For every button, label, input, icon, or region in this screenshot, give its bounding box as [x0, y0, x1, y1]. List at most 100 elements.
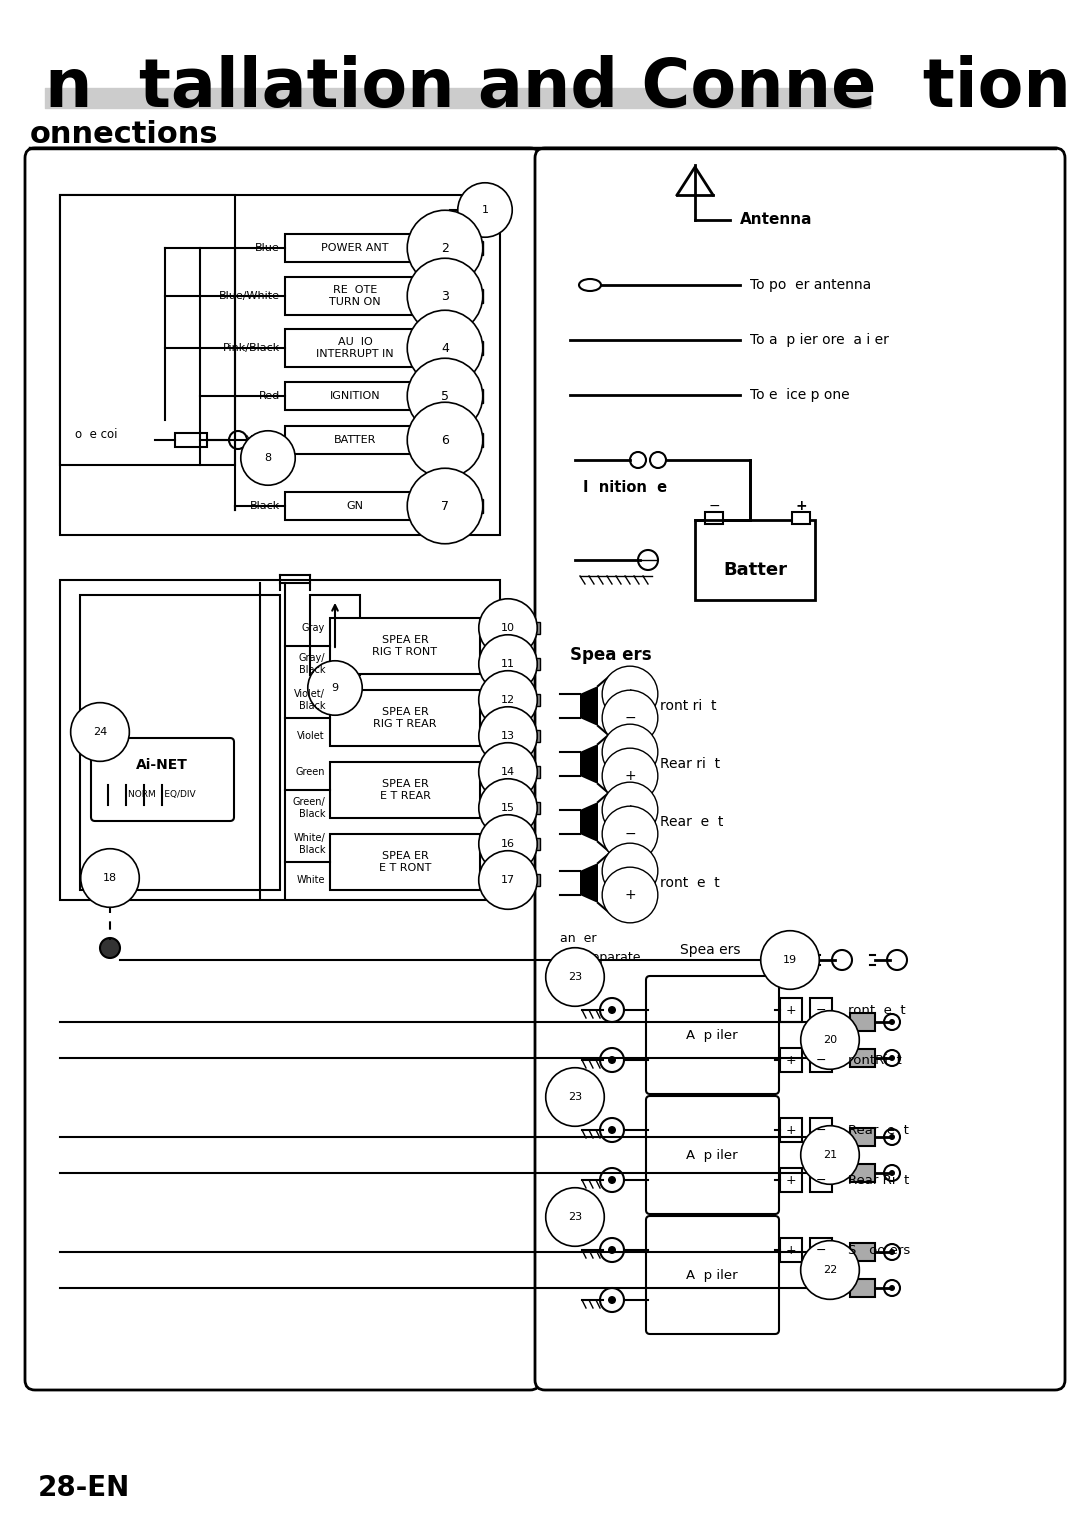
Bar — [461, 340, 483, 356]
Bar — [60, 580, 500, 900]
Bar — [850, 1279, 875, 1297]
Bar — [522, 694, 540, 707]
Circle shape — [608, 1177, 616, 1184]
Text: S   oo ers: S oo ers — [848, 1244, 910, 1256]
Text: +: + — [785, 1053, 796, 1067]
Text: 23: 23 — [568, 972, 582, 983]
Text: −: − — [815, 1244, 826, 1256]
Polygon shape — [580, 745, 598, 784]
Text: −: − — [624, 711, 636, 725]
Text: 14: 14 — [501, 768, 515, 777]
Bar — [461, 288, 483, 304]
Text: Rear ri  t: Rear ri t — [660, 757, 720, 771]
Text: −: − — [815, 1053, 826, 1067]
Text: Black: Black — [249, 501, 280, 511]
Text: ront  e  t: ront e t — [660, 876, 719, 890]
Bar — [850, 1013, 875, 1032]
Ellipse shape — [579, 279, 600, 291]
Bar — [80, 595, 280, 890]
Polygon shape — [580, 803, 598, 842]
Text: +: + — [482, 621, 494, 635]
FancyBboxPatch shape — [646, 1096, 779, 1215]
Bar — [522, 623, 540, 633]
Text: To e  ice p one: To e ice p one — [750, 388, 850, 401]
Text: White/
Black: White/ Black — [294, 833, 325, 855]
Text: POWER ANT: POWER ANT — [321, 243, 389, 253]
Circle shape — [608, 1247, 616, 1254]
FancyBboxPatch shape — [25, 148, 540, 1390]
Circle shape — [889, 1134, 895, 1140]
Text: Rear  e  t: Rear e t — [660, 815, 724, 829]
Text: Spea ers: Spea ers — [570, 645, 651, 664]
Text: 19: 19 — [783, 955, 797, 964]
Text: onnections: onnections — [30, 121, 218, 150]
Text: +: + — [785, 1244, 796, 1256]
Text: Antenna: Antenna — [740, 212, 812, 227]
Bar — [705, 513, 723, 523]
Text: SPEA ER
RIG T RONT: SPEA ER RIG T RONT — [373, 635, 437, 656]
Text: −: − — [624, 827, 636, 841]
Text: So  Separate: So Separate — [561, 952, 640, 964]
Text: 9: 9 — [332, 684, 338, 693]
FancyBboxPatch shape — [535, 148, 1065, 1390]
Circle shape — [889, 1248, 895, 1254]
Bar — [780, 1119, 802, 1141]
Text: 23: 23 — [568, 1093, 582, 1102]
Bar — [461, 241, 483, 255]
Bar — [850, 1244, 875, 1260]
Bar — [461, 433, 483, 447]
Text: +: + — [624, 888, 636, 902]
Text: 22: 22 — [823, 1265, 837, 1276]
Text: BATTER: BATTER — [334, 435, 376, 446]
Text: +: + — [795, 499, 807, 513]
Text: −: − — [624, 864, 636, 877]
FancyBboxPatch shape — [646, 977, 779, 1094]
Text: 3: 3 — [441, 290, 449, 302]
Text: 12: 12 — [501, 694, 515, 705]
Text: Blue/White: Blue/White — [219, 291, 280, 301]
Text: 21: 21 — [823, 1151, 837, 1160]
Circle shape — [889, 1170, 895, 1177]
Circle shape — [100, 938, 120, 958]
Bar — [60, 195, 500, 536]
Bar — [810, 1119, 832, 1141]
Bar — [522, 803, 540, 813]
Text: Yellow: Yellow — [246, 435, 280, 446]
Text: A  p iler: A p iler — [686, 1029, 738, 1042]
Text: −: − — [708, 499, 719, 513]
Bar — [330, 835, 480, 890]
Bar — [522, 838, 540, 850]
Text: −: − — [482, 658, 494, 671]
Bar — [310, 595, 360, 674]
Text: SPEA ER
E T RONT: SPEA ER E T RONT — [379, 852, 431, 873]
Bar — [285, 278, 426, 314]
Circle shape — [889, 1285, 895, 1291]
Bar — [810, 1048, 832, 1071]
Text: A  p iler: A p iler — [686, 1268, 738, 1282]
Text: Rear  e  t: Rear e t — [848, 1123, 909, 1137]
Text: Batter: Batter — [723, 562, 787, 578]
Circle shape — [889, 1054, 895, 1061]
Text: 8: 8 — [265, 453, 271, 462]
Text: Spea ers: Spea ers — [680, 943, 741, 957]
Text: Rear Ri  t: Rear Ri t — [848, 1173, 909, 1187]
Text: −: − — [624, 745, 636, 758]
Circle shape — [608, 1006, 616, 1013]
Bar — [285, 233, 426, 262]
Text: To a  p ier ore  a i er: To a p ier ore a i er — [750, 333, 889, 346]
Circle shape — [608, 1126, 616, 1134]
Text: −: − — [815, 1004, 826, 1016]
Text: I  nition  e: I nition e — [583, 481, 667, 496]
Text: 2: 2 — [441, 241, 449, 255]
Text: GN: GN — [347, 501, 364, 511]
Text: −: − — [815, 1173, 826, 1187]
Text: ront  e  t: ront e t — [848, 1004, 906, 1016]
Text: 5: 5 — [441, 389, 449, 403]
Text: Gray: Gray — [301, 623, 325, 633]
Text: 6: 6 — [441, 433, 449, 447]
Bar — [175, 433, 207, 447]
Text: SPEA ER
RIG T REAR: SPEA ER RIG T REAR — [374, 707, 436, 729]
Polygon shape — [580, 864, 598, 903]
Bar — [285, 330, 426, 366]
Text: +: + — [624, 687, 636, 700]
